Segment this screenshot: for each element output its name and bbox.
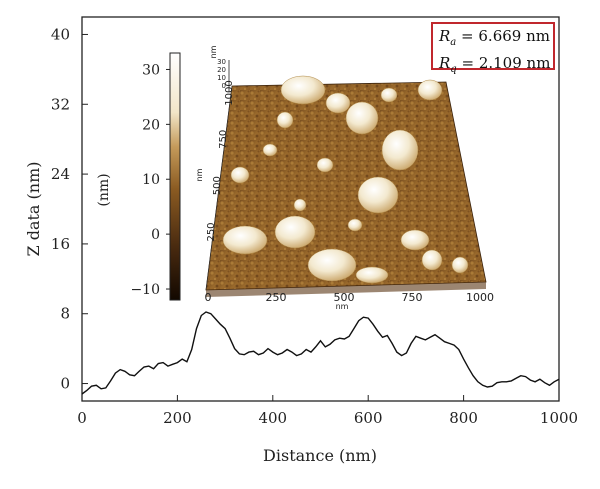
ra-line: Ra = 6.669 nm [439, 26, 553, 53]
x-tick-label: 0 [77, 409, 87, 427]
ra-subscript: a [450, 37, 457, 48]
surface-grain [293, 198, 307, 212]
surface-grain [262, 143, 278, 157]
roughness-annotation: Ra = 6.669 nm Rq = 2.109 nm [431, 22, 555, 75]
rq-line: Rq = 2.109 nm [439, 53, 553, 80]
surface-grain [325, 92, 351, 114]
y-tick-label: 40 [51, 25, 70, 43]
colorbar-tick-label: 20 [142, 117, 160, 133]
inset-y-tick-label: 1000 [224, 80, 235, 105]
inset-z-unit: nm [209, 45, 218, 58]
inset-x-tick-label: 1000 [466, 291, 494, 304]
y-tick-label: 8 [60, 305, 70, 323]
surface-grain [400, 229, 430, 251]
x-tick-label: 800 [449, 409, 478, 427]
y-axis-label: Z data (nm) [24, 162, 43, 257]
inset-z-tick-label: 20 [217, 66, 226, 74]
inset-y-unit: nm [195, 168, 204, 181]
x-tick-label: 600 [354, 409, 383, 427]
inset-z-tick-label: 0 [222, 82, 226, 90]
colorbar-tick-label: 30 [142, 62, 160, 78]
x-tick-label: 1000 [540, 409, 578, 427]
colorbar-label: (nm) [96, 173, 112, 206]
colorbar-tick-label: −10 [130, 282, 160, 298]
inset-z-tick-label: 10 [217, 74, 226, 82]
y-axis-ticks: 0 8 16 24 32 40 [51, 25, 88, 393]
y-tick-label: 32 [51, 95, 70, 113]
surface-grains [222, 75, 469, 284]
inset-y-tick-label: 500 [212, 176, 223, 195]
inset-x-tick-label: 750 [402, 291, 423, 304]
surface-grain [355, 266, 389, 284]
ra-symbol: R [439, 27, 451, 45]
x-axis-label: Distance (nm) [263, 446, 377, 465]
surface-grain [357, 176, 399, 214]
x-axis-ticks: 0 200 400 600 800 1000 [77, 395, 578, 427]
surface-grain [381, 129, 419, 171]
surface-grain [222, 225, 268, 255]
inset-x-tick-label: 500 [334, 291, 355, 304]
surface-grain [316, 157, 334, 173]
rq-symbol: R [439, 54, 451, 72]
surface-grain [230, 166, 250, 184]
surface-grain [276, 111, 294, 129]
surface-grain [421, 249, 443, 271]
ra-value: = 6.669 nm [461, 27, 550, 45]
colorbar-tick-label: 0 [151, 227, 160, 243]
x-tick-label: 400 [258, 409, 287, 427]
colorbar-ticks: 30 20 10 0 −10 [130, 62, 170, 298]
inset-x-tick-label: 0 [205, 291, 212, 304]
surface-grain [345, 101, 379, 135]
inset-x-unit: nm [336, 302, 349, 311]
surface-grain [307, 248, 357, 282]
inset-x-tick-label: 250 [266, 291, 287, 304]
surface-grain [451, 256, 469, 274]
surface-grain [417, 79, 443, 101]
rq-subscript: q [450, 64, 457, 75]
plot-frame [81, 16, 560, 402]
y-tick-label: 24 [51, 165, 70, 183]
x-tick-label: 200 [163, 409, 192, 427]
y-tick-label: 0 [60, 375, 70, 393]
colorbar-tick-label: 10 [142, 172, 160, 188]
y-tick-label: 16 [51, 235, 70, 253]
surface-grain [274, 215, 316, 249]
colorbar [169, 52, 181, 301]
rq-value: = 2.109 nm [461, 54, 551, 72]
surface-grain [280, 75, 326, 105]
inset-z-tick-label: 30 [217, 58, 226, 66]
surface-grain [380, 87, 398, 103]
inset-y-tick-label: 250 [206, 222, 217, 241]
height-profile-line [81, 311, 560, 395]
surface-grain [347, 218, 363, 232]
inset-y-tick-label: 750 [218, 130, 229, 149]
